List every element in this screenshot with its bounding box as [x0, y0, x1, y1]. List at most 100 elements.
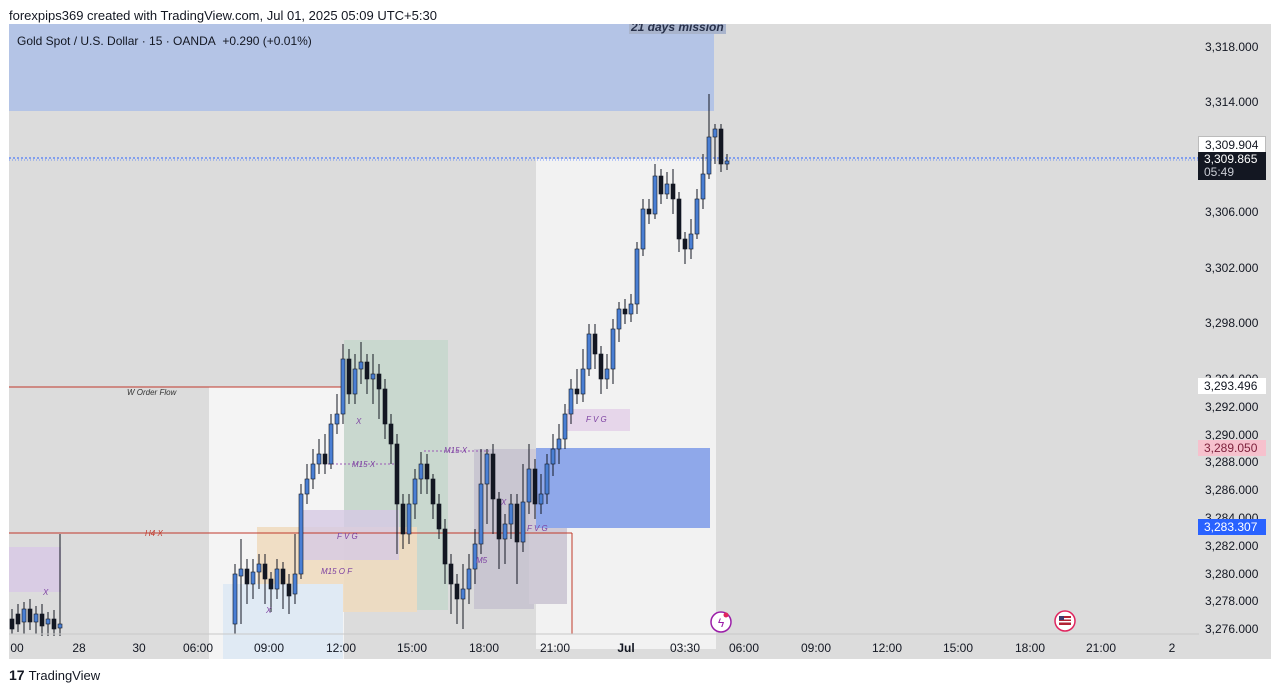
last-price-value: 3,309.865: [1204, 152, 1258, 166]
candle-body: [598, 353, 604, 380]
candle-body: [334, 413, 340, 425]
candle-body: [544, 463, 550, 495]
candle-body: [664, 183, 670, 195]
time-tick: 15:00: [396, 641, 428, 655]
candle-body: [682, 238, 688, 250]
time-tick: 06:00: [728, 641, 760, 655]
candle-body: [628, 303, 634, 315]
candle-body: [622, 308, 628, 315]
candle-body: [322, 453, 328, 465]
candle-body: [328, 423, 334, 465]
candle-body: [724, 160, 730, 165]
time-tick: 00: [10, 641, 24, 655]
candle-body: [610, 328, 616, 370]
price-tick: 3,318.000: [1205, 40, 1259, 54]
candle-body: [250, 571, 256, 585]
zone-purple-1: [299, 510, 399, 560]
mission-label[interactable]: 21 days mission: [629, 24, 726, 34]
candle-body: [310, 463, 316, 480]
last-price-badge[interactable]: 3,309.865 05:49: [1198, 152, 1266, 180]
w-order-flow-label[interactable]: W Order Flow: [127, 388, 177, 397]
candle-body: [460, 588, 466, 600]
fvg-label-2[interactable]: F V G: [586, 415, 607, 424]
candle-body: [388, 423, 394, 445]
fvg-label-1[interactable]: F V G: [337, 532, 358, 541]
price-tick: 3,292.000: [1205, 400, 1259, 414]
svg-text:ϟ: ϟ: [718, 616, 725, 630]
candle-body: [358, 361, 364, 370]
candle-body: [304, 478, 310, 495]
level-badge-2[interactable]: 3,289.050: [1198, 440, 1266, 456]
time-tick: 09:00: [253, 641, 285, 655]
candle-body: [496, 498, 502, 540]
price-tick: 3,282.000: [1205, 539, 1259, 553]
candle-body: [268, 578, 274, 590]
candle-body: [45, 618, 51, 625]
candle-body: [718, 128, 724, 165]
candle-body: [646, 208, 652, 215]
time-tick: 18:00: [1014, 641, 1046, 655]
x-label-1[interactable]: X: [43, 588, 49, 597]
candle-body: [580, 368, 586, 395]
time-tick: 18:00: [468, 641, 500, 655]
price-chart[interactable]: ϟ Gold Spot / U.S. Dollar · 15 · OANDA +…: [9, 24, 1271, 659]
candle-body: [238, 568, 244, 577]
candle-body: [298, 493, 304, 575]
level-badge-1[interactable]: 3,293.496: [1198, 378, 1266, 394]
candle-body: [550, 448, 556, 465]
candle-body: [670, 183, 676, 200]
fvg-label-3[interactable]: F V G: [527, 524, 548, 533]
time-tick: 21:00: [539, 641, 571, 655]
symbol-name: Gold Spot / U.S. Dollar · 15 · OANDA: [17, 34, 216, 48]
price-tick: 3,288.000: [1205, 455, 1259, 469]
symbol-title[interactable]: Gold Spot / U.S. Dollar · 15 · OANDA +0.…: [17, 34, 312, 48]
m15-x-label-1[interactable]: M15 X: [352, 460, 376, 469]
price-tick: 3,278.000: [1205, 594, 1259, 608]
price-tick: 3,280.000: [1205, 567, 1259, 581]
time-tick: 2: [1168, 641, 1176, 655]
candle-body: [574, 388, 580, 395]
mission-zone: [9, 24, 714, 111]
candle-body: [406, 503, 412, 535]
candle-body: [556, 438, 562, 450]
time-tick: 12:00: [871, 641, 903, 655]
m5-label[interactable]: M5: [476, 556, 488, 565]
x-label-2[interactable]: X: [266, 606, 272, 615]
candle-body: [292, 573, 298, 595]
candle-body: [514, 503, 520, 543]
candle-body: [706, 136, 712, 175]
m15-of-label[interactable]: M15 O F: [321, 567, 353, 576]
h4-x-label[interactable]: H4 X: [145, 529, 163, 538]
tradingview-footer[interactable]: 17 TradingView: [9, 667, 100, 683]
time-tick: 15:00: [942, 641, 974, 655]
time-tick: 03:30: [669, 641, 701, 655]
candle-body: [676, 198, 682, 240]
candle-body: [424, 463, 430, 480]
time-tick: 06:00: [182, 641, 214, 655]
candle-body: [442, 528, 448, 565]
x-label-4[interactable]: X: [501, 498, 507, 507]
price-tick: 3,286.000: [1205, 483, 1259, 497]
price-tick: 3,298.000: [1205, 316, 1259, 330]
tradingview-brand: TradingView: [28, 667, 101, 683]
candle-body: [21, 608, 27, 623]
candle-body: [640, 208, 646, 250]
candle-body: [364, 361, 370, 380]
x-label-3[interactable]: X: [356, 417, 362, 426]
candle-body: [688, 233, 694, 250]
time-tick: 21:00: [1085, 641, 1117, 655]
candle-body: [502, 523, 508, 540]
m15-x-label-2[interactable]: M15 X: [444, 446, 468, 455]
price-tick: 3,302.000: [1205, 261, 1259, 275]
candle-body: [286, 583, 292, 597]
countdown-value: 05:49: [1204, 165, 1235, 179]
candle-body: [262, 563, 268, 580]
created-by-header: forexpips369 created with TradingView.co…: [9, 8, 437, 23]
candle-body: [466, 568, 472, 590]
candle-body: [280, 568, 286, 585]
candle-body: [490, 453, 496, 500]
level-badge-3[interactable]: 3,283.307: [1198, 519, 1266, 535]
time-tick: 12:00: [325, 641, 357, 655]
time-tick: 09:00: [800, 641, 832, 655]
candle-body: [652, 175, 658, 215]
